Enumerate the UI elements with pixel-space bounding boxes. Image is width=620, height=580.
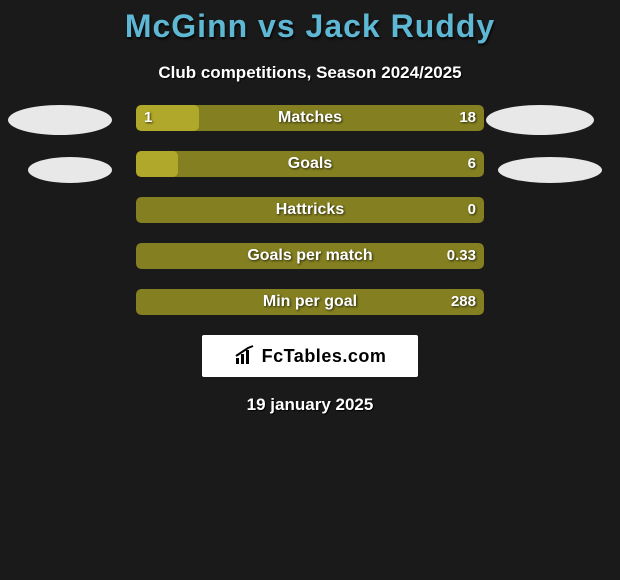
avatar-shadow xyxy=(28,157,112,183)
avatar-placeholder xyxy=(8,105,112,135)
brand-text: FcTables.com xyxy=(262,346,387,367)
stat-bar-label: Min per goal xyxy=(136,289,484,315)
stat-bar: Matches1 18 xyxy=(136,105,484,131)
avatar-placeholder xyxy=(486,105,594,135)
brand-chart-icon xyxy=(234,345,256,367)
stat-bar: Min per goal288 xyxy=(136,289,484,315)
page-title: McGinn vs Jack Ruddy xyxy=(0,0,620,45)
stat-bar-right-value: 18 xyxy=(459,105,476,131)
stat-bars: Matches1 18 Goals6 Hattricks0 Goals per matc… xyxy=(136,105,484,315)
stat-bar-left-value: 1 xyxy=(144,105,152,131)
stat-bar-right-value: 6 xyxy=(468,151,476,177)
avatar-shadow xyxy=(498,157,602,183)
stat-bar-right-value: 0.33 xyxy=(447,243,476,269)
subtitle: Club competitions, Season 2024/2025 xyxy=(0,63,620,83)
stat-bar-label: Matches xyxy=(136,105,484,131)
stat-bar-label: Goals xyxy=(136,151,484,177)
stat-bar: Goals6 xyxy=(136,151,484,177)
stats-stage: Matches1 18 Goals6 Hattricks0 Goals per matc… xyxy=(0,105,620,415)
stat-bar-label: Goals per match xyxy=(136,243,484,269)
stat-bar-right-value: 288 xyxy=(451,289,476,315)
stat-bar-right-value: 0 xyxy=(468,197,476,223)
stat-bar: Hattricks0 xyxy=(136,197,484,223)
stat-bar-label: Hattricks xyxy=(136,197,484,223)
snapshot-date: 19 january 2025 xyxy=(0,395,620,415)
brand-badge: FcTables.com xyxy=(202,335,418,377)
stat-bar: Goals per match0.33 xyxy=(136,243,484,269)
